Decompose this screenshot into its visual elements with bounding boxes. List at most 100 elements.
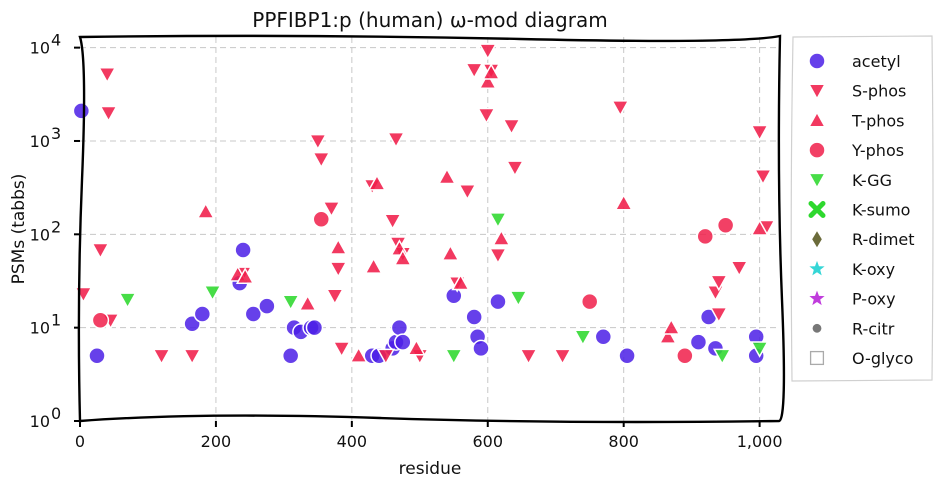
point-s-phos — [706, 285, 725, 302]
point-t-phos — [614, 193, 633, 211]
point-acetyl — [618, 347, 636, 365]
legend-label-r-citr: R-citr — [852, 319, 895, 338]
point-k-gg — [118, 292, 137, 310]
point-acetyl — [193, 305, 212, 323]
legend-marker-s-phos — [807, 83, 827, 101]
point-s-phos — [74, 286, 93, 304]
point-t-phos — [750, 219, 769, 236]
legend-marker-k-sumo — [808, 201, 826, 218]
point-k-gg — [750, 341, 769, 358]
point-acetyl — [594, 327, 613, 346]
chart-title: PPFIBP1:p (human) ω-mod diagram — [252, 8, 607, 32]
point-y-phos — [676, 347, 694, 365]
legend-marker-acetyl — [808, 52, 826, 70]
legend-marker-o-glyco — [809, 350, 825, 366]
point-s-phos — [709, 274, 729, 292]
point-s-phos — [383, 213, 402, 231]
point-s-phos — [322, 201, 341, 218]
x-axis-label: residue — [399, 459, 462, 479]
point-k-gg — [444, 348, 464, 366]
point-k-gg — [509, 290, 528, 308]
legend-marker-y-phos — [808, 141, 826, 159]
point-acetyl — [472, 339, 490, 358]
legend-label-s-phos: S-phos — [852, 82, 906, 101]
point-acetyl — [305, 318, 324, 337]
point-s-phos — [458, 184, 477, 201]
legend-marker-k-oxy — [809, 260, 825, 276]
legend-label-r-dimet: R-dimet — [852, 230, 915, 249]
point-s-phos — [488, 247, 508, 265]
point-acetyl — [234, 241, 252, 259]
legend-box — [790, 35, 934, 382]
point-s-phos — [478, 43, 498, 61]
grid-lines — [80, 37, 780, 421]
x-tick-label: 0 — [75, 432, 85, 451]
point-acetyl — [72, 102, 91, 120]
point-acetyl — [244, 305, 263, 323]
point-s-phos — [502, 118, 521, 136]
x-tick-label: 200 — [201, 432, 232, 451]
y-tick-label: 10 — [30, 225, 50, 244]
point-t-phos — [407, 338, 426, 356]
point-t-phos — [661, 318, 681, 335]
point-t-phos — [196, 202, 216, 219]
legend-marker-r-dimet — [812, 231, 822, 248]
x-tick-label: 600 — [472, 432, 503, 451]
point-t-phos — [437, 167, 457, 185]
y-tick-label-exponent: 3 — [51, 124, 61, 143]
point-k-gg — [712, 348, 732, 366]
point-s-phos — [182, 348, 202, 366]
y-axis-label: PSMs (tabbs) — [9, 174, 29, 285]
point-s-phos — [91, 242, 110, 260]
legend-marker-t-phos — [807, 110, 827, 128]
point-s-phos — [308, 133, 328, 151]
legend-label-k-sumo: K-sumo — [852, 201, 910, 220]
point-acetyl — [390, 318, 409, 337]
x-tick-label: 1,000 — [737, 432, 783, 451]
x-tick-label: 800 — [608, 432, 639, 451]
point-k-gg — [281, 294, 300, 312]
point-t-phos — [235, 267, 255, 285]
point-t-phos — [298, 294, 317, 311]
y-tick-label: 10 — [30, 412, 50, 431]
y-tick-label-exponent: 0 — [51, 404, 61, 423]
legend-label-acetyl: acetyl — [852, 52, 901, 71]
point-acetyl — [394, 333, 412, 351]
point-s-phos — [750, 124, 769, 142]
point-k-gg — [203, 285, 222, 302]
y-tick-label: 10 — [30, 132, 50, 151]
point-t-phos — [349, 346, 368, 363]
legend-marker-r-citr — [812, 323, 822, 333]
legend-label-t-phos: T-phos — [851, 111, 905, 130]
point-s-phos — [386, 131, 406, 149]
point-s-phos — [332, 341, 351, 358]
point-s-phos — [553, 348, 572, 366]
point-s-phos — [505, 160, 525, 178]
point-acetyl — [489, 292, 507, 311]
point-t-phos — [367, 173, 387, 191]
point-y-phos — [696, 227, 714, 246]
point-t-phos — [393, 249, 413, 266]
point-s-phos — [311, 151, 331, 169]
point-s-phos — [325, 288, 345, 306]
point-t-phos — [492, 229, 511, 246]
point-s-phos — [99, 105, 118, 123]
point-t-phos — [364, 257, 383, 274]
point-t-phos — [481, 63, 501, 80]
legend: acetyl S-phos T-phos Y-phos K-GG K-sumo R-dime… — [790, 35, 934, 382]
y-tick-label-exponent: 2 — [51, 217, 61, 236]
point-y-phos — [716, 216, 735, 235]
legend-label-o-glyco: O-glyco — [852, 349, 913, 368]
point-acetyl — [689, 333, 708, 351]
legend-marker-p-oxy — [809, 290, 825, 306]
point-s-phos — [477, 107, 496, 125]
point-s-phos — [376, 348, 396, 366]
point-t-phos — [478, 72, 498, 89]
data-points — [72, 43, 776, 366]
y-tick-label-exponent: 1 — [51, 311, 61, 330]
legend-label-p-oxy: P-oxy — [852, 290, 896, 309]
point-s-phos — [519, 348, 538, 366]
point-t-phos — [451, 273, 470, 291]
y-tick-label: 10 — [30, 319, 50, 338]
